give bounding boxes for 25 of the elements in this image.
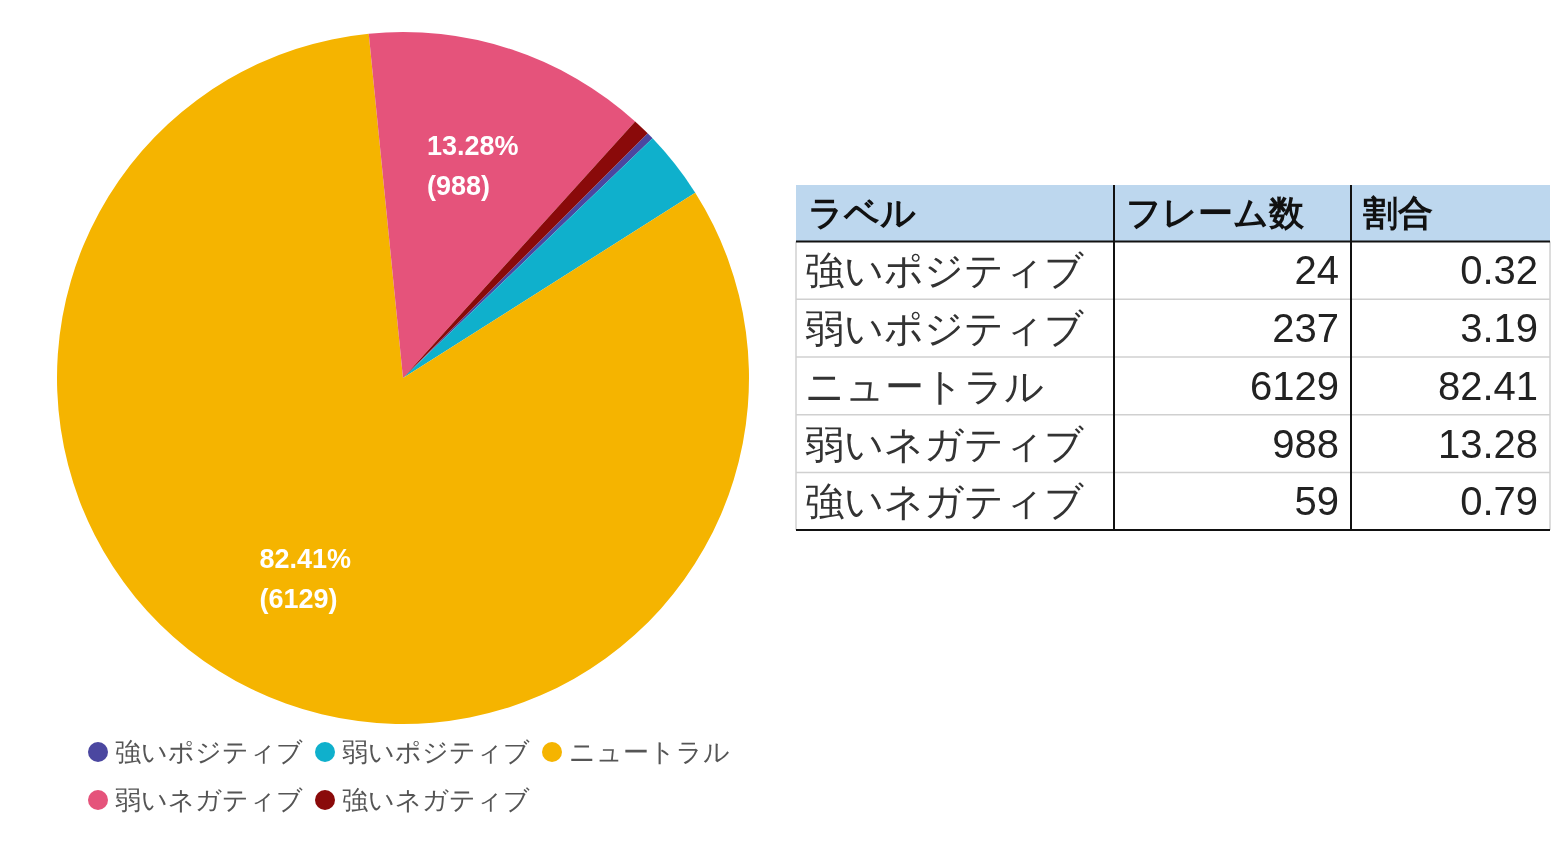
data-label: 0.32 (1460, 248, 1538, 293)
category-label: 強いネガティブ (805, 480, 1084, 524)
data-label: 6129 (1250, 363, 1339, 408)
data-label: 0.79 (1460, 479, 1538, 524)
text: 割合 (1362, 193, 1433, 233)
data-label: 13.28 (1437, 421, 1538, 466)
data-label: 3.19 (1460, 306, 1538, 351)
data-label: 237 (1272, 306, 1339, 351)
category-label: ニュートラル (805, 364, 1044, 408)
data-label: 24 (1294, 248, 1339, 293)
category-label: 強いポジティブ (805, 249, 1084, 293)
text: フレーム数 (1126, 193, 1305, 233)
legend-label: 弱いネガティブ (115, 785, 303, 815)
data-label: 59 (1294, 479, 1339, 524)
legend-label: 強いポジティブ (115, 737, 303, 767)
legend-label: 弱いポジティブ (342, 737, 530, 767)
data-label: 988 (1272, 421, 1339, 466)
category-label: 弱いポジティブ (805, 307, 1084, 351)
legend-label: ニュートラル (569, 737, 730, 767)
text: ラベル (808, 193, 916, 233)
data-label: 82.41 (1437, 363, 1538, 408)
category-label: 弱いネガティブ (805, 422, 1084, 466)
legend-label: 強いネガティブ (342, 785, 530, 815)
data-label: 13.28% (988) (427, 131, 519, 202)
data-label: 82.41% (6129) (259, 544, 352, 615)
